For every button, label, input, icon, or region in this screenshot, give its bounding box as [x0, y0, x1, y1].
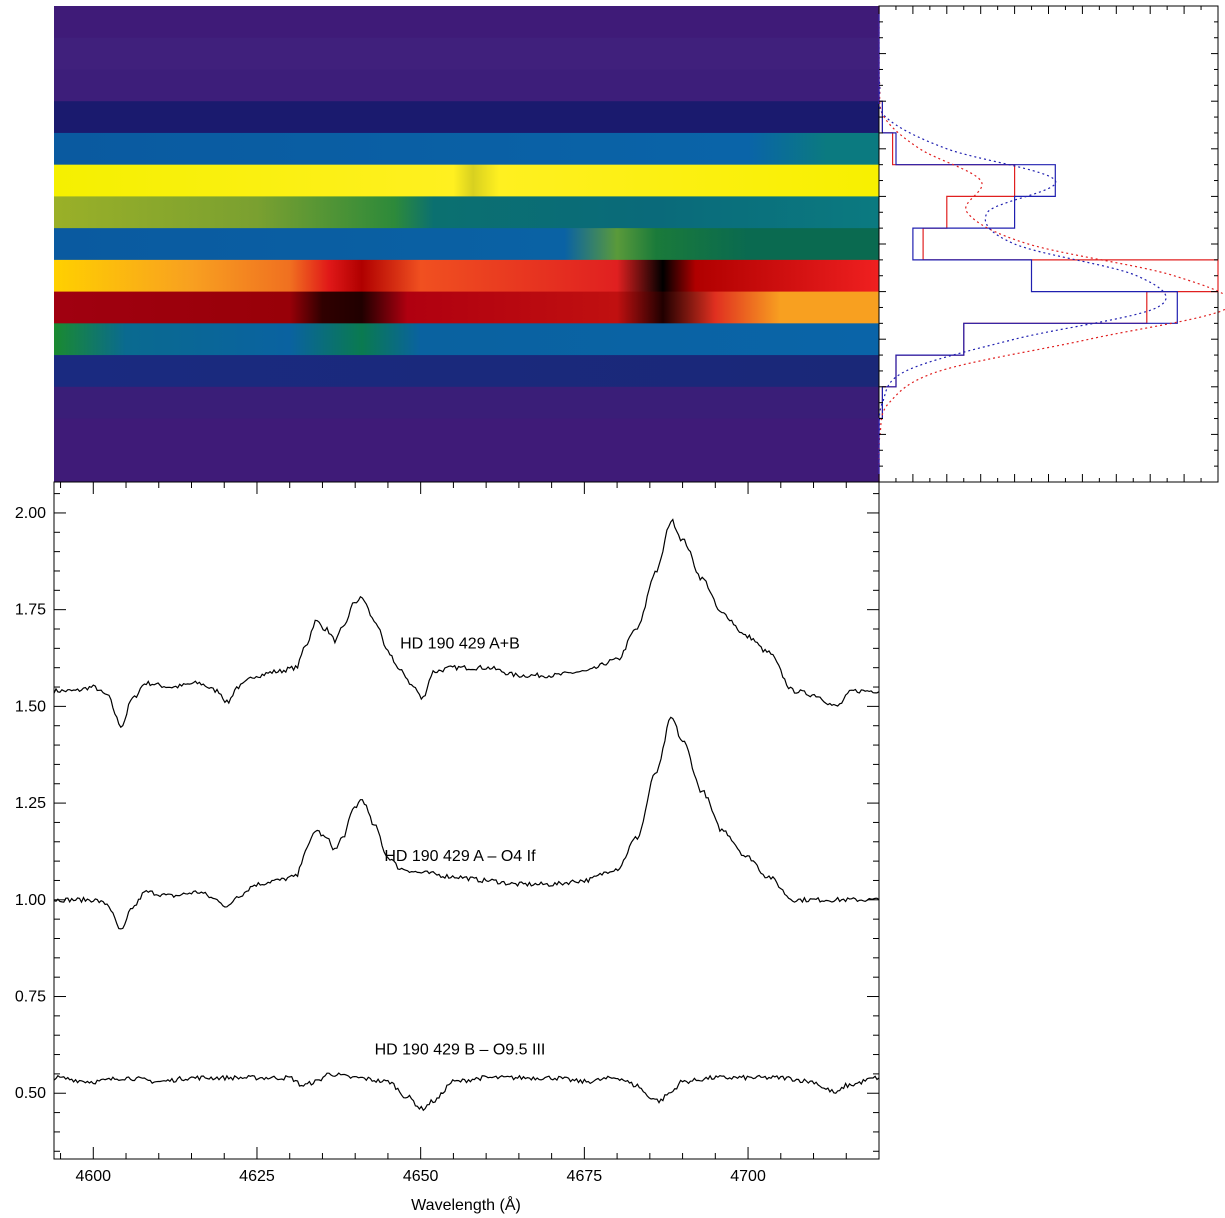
- heatmap-row: [54, 418, 879, 451]
- y-tick-label: 1.50: [15, 698, 46, 715]
- profile-fit-series: [878, 21, 1167, 467]
- heatmap-row: [54, 196, 879, 229]
- heatmap-row: [54, 164, 879, 197]
- heatmap-row: [54, 386, 879, 420]
- heatmap-row: [54, 6, 879, 39]
- y-tick-label: 1.00: [15, 892, 46, 909]
- heatmap-row: [54, 69, 879, 102]
- spectrum-series: [53, 716, 880, 930]
- heatmap-row: [54, 450, 879, 483]
- spectrum-panel: 0.50 0.75 1.00 1.25 1.50 1.75 2.00 4600 4625 4650…: [15, 481, 880, 1185]
- y-tick-label: 2.00: [15, 505, 46, 522]
- x-tick-label: 4625: [239, 1168, 275, 1185]
- heatmap-row: [54, 259, 879, 293]
- series-annotation: HD 190 429 A – O4 If: [384, 848, 536, 865]
- x-tick-label: 4675: [567, 1168, 603, 1185]
- heatmap-row: [54, 37, 879, 70]
- x-tick-label: 4700: [730, 1168, 766, 1185]
- y-tick-label: 1.75: [15, 602, 46, 619]
- profile-frame: [878, 5, 1219, 483]
- spectrum-series: [53, 518, 880, 729]
- heatmap-row: [54, 228, 879, 261]
- y-tick-label: 0.50: [15, 1085, 46, 1102]
- heatmap-row: [54, 291, 879, 324]
- series-annotation: HD 190 429 A+B: [400, 635, 520, 652]
- x-tick-label: 4650: [403, 1168, 439, 1185]
- x-axis-label: Wavelength (Å): [411, 1195, 521, 1214]
- series-annotation: HD 190 429 B – O9.5 III: [375, 1042, 546, 1059]
- spectral-image: [54, 6, 879, 483]
- profile-fit-series: [878, 21, 1225, 467]
- spectrum-series: [53, 1072, 880, 1112]
- spatial-profile-panel: [878, 5, 1225, 483]
- profile-step-series: [878, 6, 1178, 482]
- heatmap-row: [54, 323, 879, 356]
- heatmap-row: [54, 132, 879, 166]
- y-tick-label: 0.75: [15, 989, 46, 1006]
- heatmap-row: [54, 101, 879, 134]
- heatmap-row: [54, 355, 879, 388]
- y-tick-label: 1.25: [15, 795, 46, 812]
- x-tick-label: 4600: [75, 1168, 111, 1185]
- spectrum-frame: [53, 481, 880, 1160]
